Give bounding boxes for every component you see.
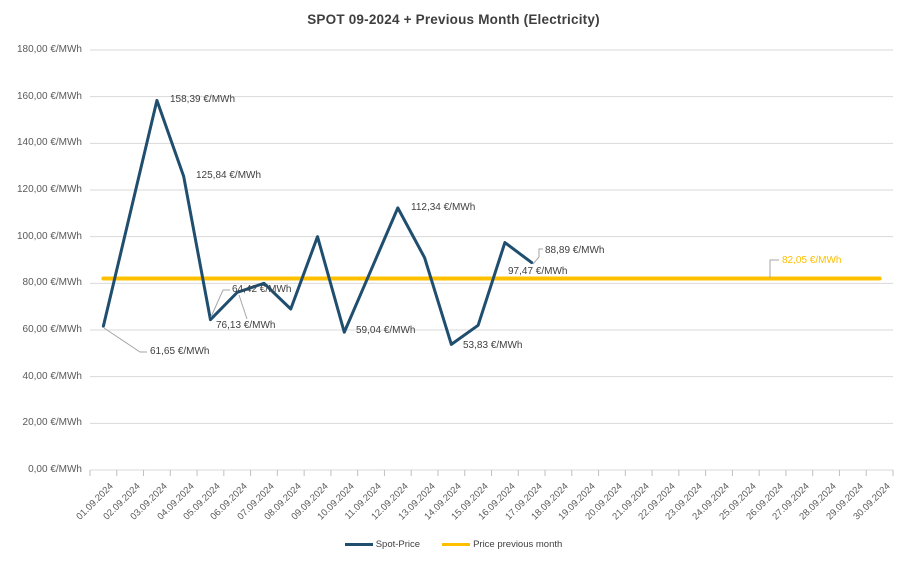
legend-item-spot-price: Spot-Price [344,539,421,550]
y-axis-label: 140,00 €/MWh [16,137,82,149]
data-label: 64,42 €/MWh [232,284,292,295]
series-line-spot-price [101,98,534,346]
callout-line [532,248,543,265]
callout-line [238,294,248,320]
legend-item-price-previous-month: Price previous month [442,539,562,550]
y-axis-label: 180,00 €/MWh [16,44,82,55]
y-axis-label: 100,00 €/MWh [16,230,82,242]
y-axis-label: 120,00 €/MWh [16,184,82,195]
y-axis-label: 20,00 €/MWh [22,417,82,429]
legend: Spot-Price Price previous month [0,539,907,550]
data-label: 53,83 €/MWh [463,340,523,351]
data-label: 158,39 €/MWh [170,94,236,105]
y-axis-label: 40,00 €/MWh [22,370,82,382]
callout-line [769,259,779,278]
y-axis-label: 60,00 €/MWh [22,324,82,335]
y-axis-label: 160,00 €/MWh [16,90,82,102]
y-axis-label: 80,00 €/MWh [22,277,82,289]
data-label: 97,47 €/MWh [508,266,568,277]
legend-label: Spot-Price [375,539,421,550]
chart-title: SPOT 09-2024 + Previous Month (Electrici… [307,12,600,27]
legend-swatch-icon [442,543,471,546]
callout-line [103,327,147,353]
data-label: 112,34 €/MWh [411,202,476,213]
legend-label: Price previous month [473,539,563,550]
data-label: 125,84 €/MWh [196,170,262,181]
y-axis-label: 0,00 €/MWh [28,464,82,475]
data-label: 59,04 €/MWh [356,325,416,336]
data-label: 88,89 €/MWh [545,245,605,256]
data-label: 82,05 €/MWh [782,255,842,266]
data-label: 76,13 €/MWh [216,320,276,331]
callout-line [210,289,230,318]
data-label: 61,65 €/MWh [150,346,210,357]
legend-swatch-icon [344,543,373,546]
